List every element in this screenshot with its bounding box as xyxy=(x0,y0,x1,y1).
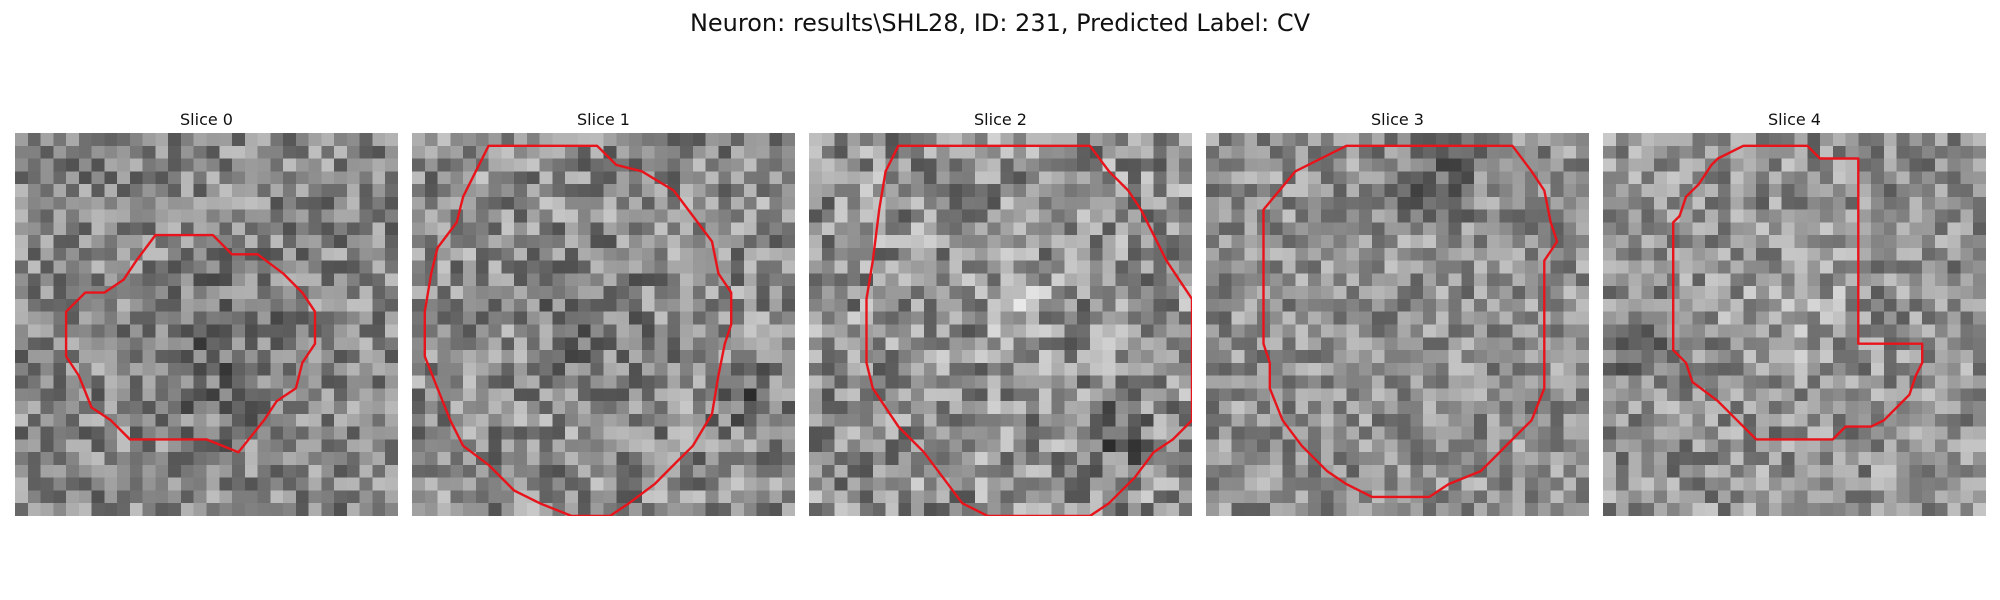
contour-outline xyxy=(423,144,733,516)
slice-title-2: Slice 2 xyxy=(974,110,1027,129)
pixel-grid xyxy=(15,133,398,516)
slice-title-1: Slice 1 xyxy=(577,110,630,129)
slice-3-canvas xyxy=(1206,133,1589,516)
slice-2-canvas xyxy=(809,133,1192,516)
contour-outline xyxy=(1262,144,1559,499)
slice-0-canvas xyxy=(15,133,398,516)
slice-1-canvas xyxy=(412,133,795,516)
slice-image-0 xyxy=(15,133,398,516)
pixel-grid xyxy=(1206,133,1589,516)
slice-image-4 xyxy=(1603,133,1986,516)
slice-title-4: Slice 4 xyxy=(1768,110,1821,129)
slice-image-1 xyxy=(412,133,795,516)
pixel-grid xyxy=(1603,133,1986,516)
contour-outline xyxy=(1671,144,1924,441)
slice-image-2 xyxy=(809,133,1192,516)
slice-4-canvas xyxy=(1603,133,1986,516)
contour-outline xyxy=(64,233,317,454)
figure-title: Neuron: results\SHL28, ID: 231, Predicte… xyxy=(689,9,1311,37)
pixel-grid xyxy=(412,133,795,516)
pixel-grid xyxy=(809,133,1192,516)
contour-outline xyxy=(865,144,1192,516)
slice-image-3 xyxy=(1206,133,1589,516)
slice-title-3: Slice 3 xyxy=(1371,110,1424,129)
slice-title-0: Slice 0 xyxy=(180,110,233,129)
